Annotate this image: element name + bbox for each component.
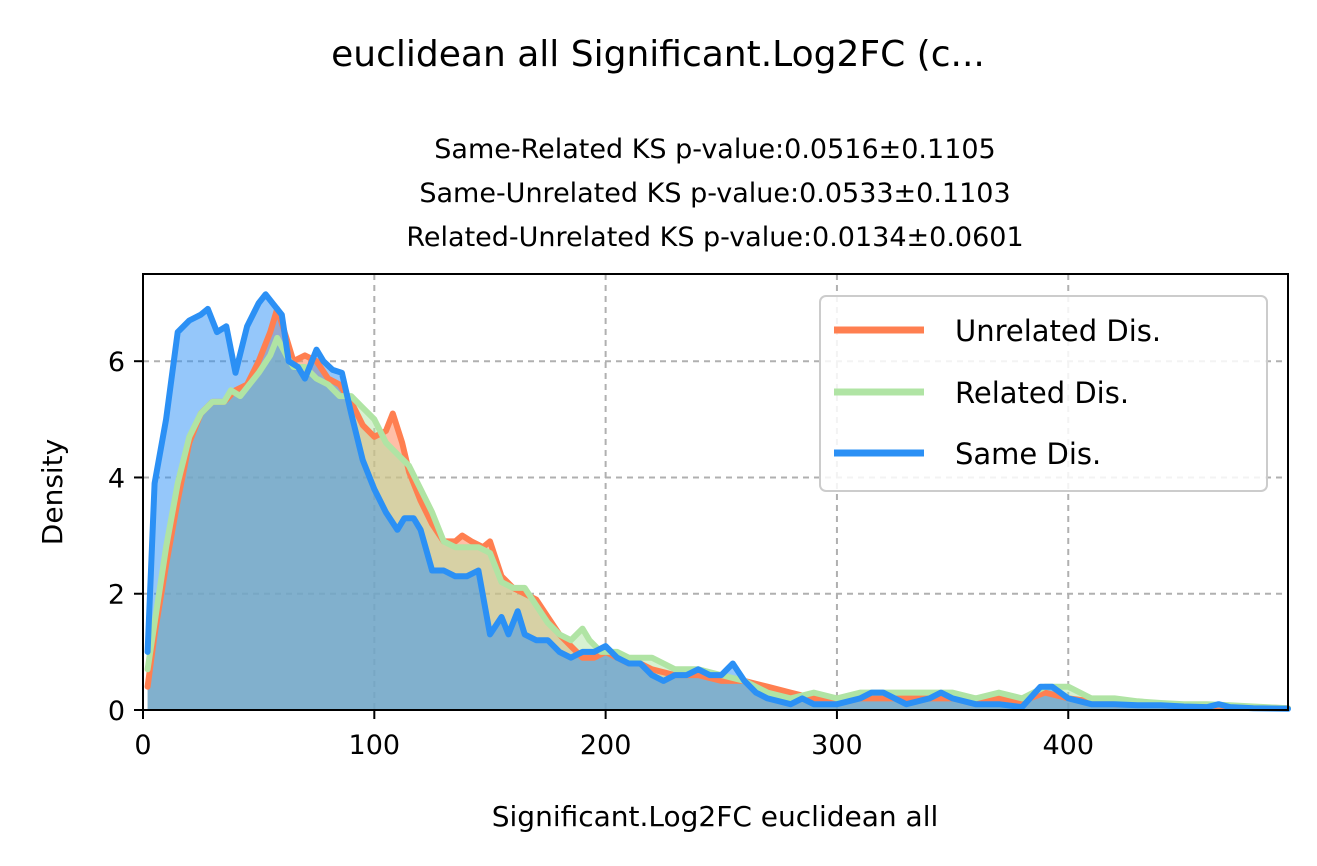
subtitle-line-2: Same-Unrelated KS p-value:0.0533±0.1103 — [419, 178, 1010, 209]
legend-label-related: Related Dis. — [955, 376, 1129, 410]
series-area-2 — [147, 294, 1289, 710]
y-axis-ticks: 0 2 4 6 — [108, 347, 143, 727]
chart-title: euclidean all Significant.Log2FC (c... — [331, 34, 985, 75]
y-tick-label: 6 — [108, 347, 125, 378]
legend-box — [819, 295, 1268, 492]
series-line-2 — [144, 291, 1291, 712]
x-tick-label: 400 — [1042, 730, 1094, 761]
y-axis-label: Density — [36, 439, 69, 545]
legend-label-unrelated: Unrelated Dis. — [955, 314, 1161, 348]
x-axis-label: Significant.Log2FC euclidean all — [492, 800, 939, 833]
series-areas — [147, 294, 1289, 710]
x-tick-label: 0 — [134, 730, 151, 761]
x-axis-ticks: 0 100 200 300 400 — [134, 710, 1094, 761]
legend: Unrelated Dis. Related Dis. Same Dis. — [819, 295, 1268, 492]
x-tick-label: 200 — [580, 730, 632, 761]
x-tick-label: 100 — [349, 730, 401, 761]
series-line-1 — [144, 334, 1291, 712]
legend-label-same: Same Dis. — [955, 437, 1101, 471]
x-tick-label: 300 — [811, 730, 863, 761]
y-tick-label: 4 — [108, 463, 125, 494]
subtitle-line-3: Related-Unrelated KS p-value:0.0134±0.06… — [406, 222, 1023, 253]
series-lines — [144, 291, 1291, 712]
y-tick-label: 2 — [108, 580, 125, 611]
subtitle-line-1: Same-Related KS p-value:0.0516±0.1105 — [434, 134, 995, 165]
y-tick-label: 0 — [108, 696, 125, 727]
plot-frame — [142, 273, 1289, 711]
